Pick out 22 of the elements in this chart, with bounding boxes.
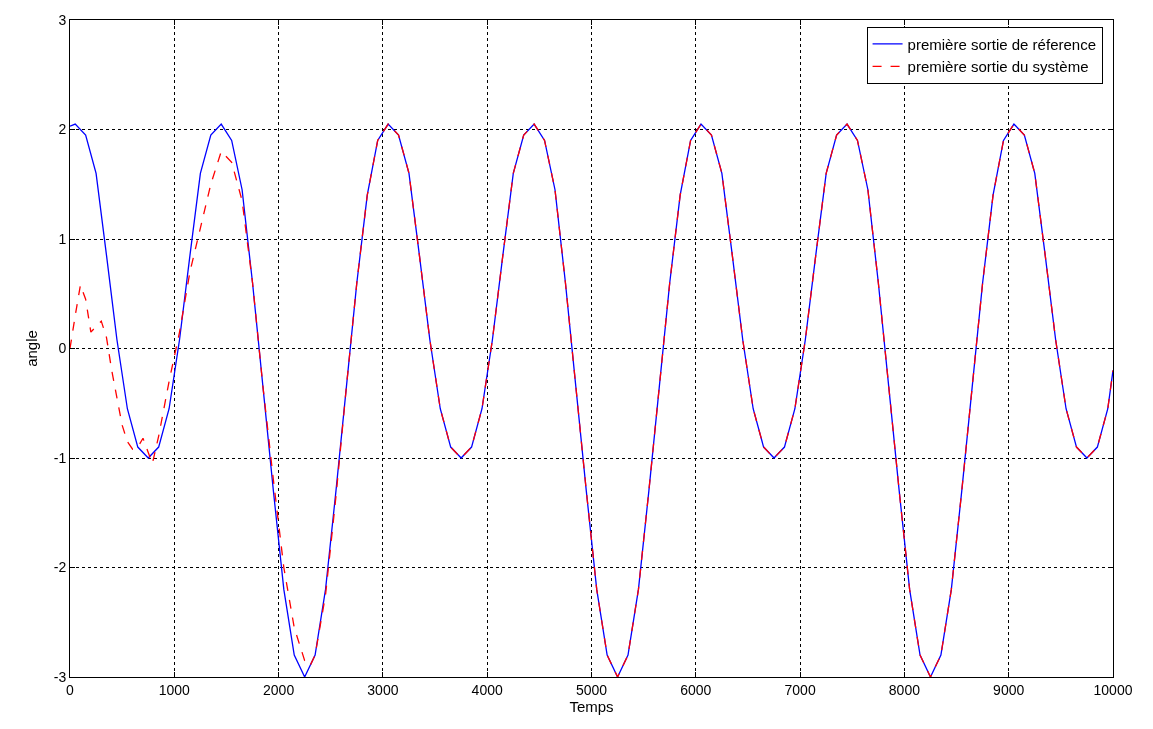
- y-tick-label: -1: [53, 449, 67, 466]
- x-axis-title: Temps: [569, 697, 614, 715]
- x-tick-label: 4000: [471, 681, 503, 698]
- legend-label: première sortie de réference: [907, 35, 1097, 53]
- x-tick-label: 3000: [367, 681, 399, 698]
- x-tick-label: 7000: [784, 681, 816, 698]
- y-tick-label: 0: [58, 340, 67, 357]
- legend-label: première sortie du système: [907, 58, 1089, 76]
- y-tick-label: -2: [53, 559, 67, 576]
- x-tick-label: 1000: [158, 681, 191, 698]
- x-tick-label: 10000: [1093, 681, 1133, 698]
- x-tick-label: 5000: [575, 681, 608, 698]
- y-axis-title: angle: [23, 330, 40, 367]
- y-tick-label: 3: [58, 11, 67, 28]
- x-tick-label: 2000: [263, 681, 295, 698]
- x-tick-label: 6000: [680, 681, 712, 698]
- x-tick-label: 9000: [993, 681, 1025, 698]
- line-series: [70, 123, 1113, 677]
- x-tick-label: 8000: [888, 681, 921, 698]
- y-tick-label: -3: [53, 668, 67, 685]
- y-tick-label: 2: [58, 121, 67, 138]
- y-tick-label: 1: [58, 230, 67, 247]
